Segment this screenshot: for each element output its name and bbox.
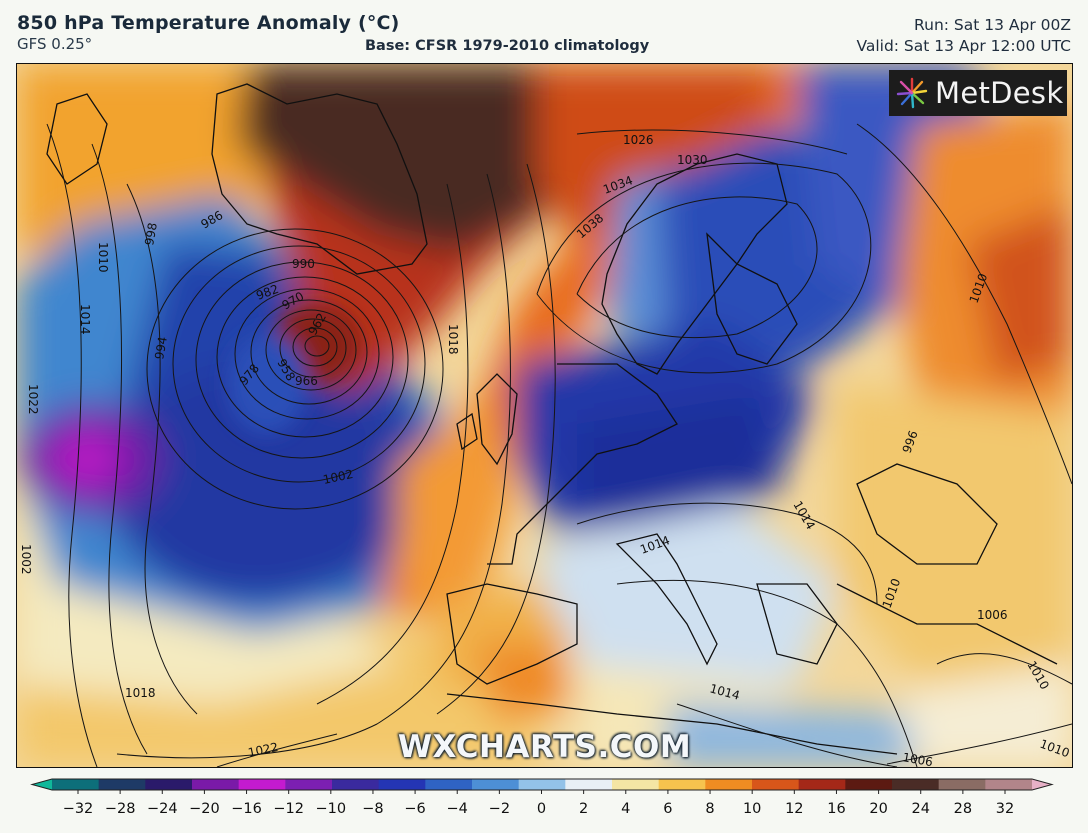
isobars xyxy=(46,123,1072,767)
colorbar-swatch xyxy=(985,779,1033,790)
colorbar-swatch xyxy=(192,779,240,790)
isobar-label: 998 xyxy=(142,222,160,247)
isobar-label: 1018 xyxy=(446,324,460,355)
colorbar-swatch xyxy=(472,779,520,790)
colorbar-swatches xyxy=(32,779,1052,790)
colorbar-swatch xyxy=(1032,779,1052,790)
anomaly-field xyxy=(17,64,1072,767)
colorbar-tick-label: 16 xyxy=(827,801,845,817)
colorbar-tick-label: −20 xyxy=(189,801,220,817)
colorbar-tick-label: −12 xyxy=(273,801,304,817)
greenland-coast xyxy=(211,83,428,275)
base-climatology-label: Base: CFSR 1979-2010 climatology xyxy=(365,38,650,54)
isobar-label: 994 xyxy=(152,336,170,361)
chart-title: 850 hPa Temperature Anomaly (°C) xyxy=(17,12,400,34)
colorbar-swatch xyxy=(285,779,333,790)
colorbar-swatch xyxy=(32,779,52,790)
isobar-label: 1006 xyxy=(901,750,934,767)
header-left: 850 hPa Temperature Anomaly (°C) GFS 0.2… xyxy=(17,12,400,53)
colorbar-swatch xyxy=(332,779,380,790)
colorbar-tick-label: −28 xyxy=(105,801,136,817)
colorbar-swatch xyxy=(98,779,146,790)
model-label: GFS 0.25° xyxy=(17,35,93,53)
turkey-coast xyxy=(836,583,1058,665)
isobar-label: 1010 xyxy=(96,242,110,273)
metdesk-logo: MetDesk xyxy=(889,70,1067,116)
britain-coast xyxy=(476,373,518,466)
colorbar-tick-label: 0 xyxy=(537,801,546,817)
isobar-label: 1006 xyxy=(977,608,1008,622)
balkans-coast xyxy=(756,583,838,665)
colorbar-tick-label: 2 xyxy=(579,801,588,817)
colorbar-swatch xyxy=(705,779,753,790)
colorbar-tick-label: −32 xyxy=(63,801,94,817)
colorbar-swatch xyxy=(238,779,286,790)
colorbar-swatch xyxy=(52,779,100,790)
colorbar-swatch xyxy=(565,779,613,790)
colorbar: −32 −28 −24 −20 −16 −12 −10 −8 −6 −4 −2 0 2 4 6 8 10 12 16… xyxy=(30,778,1054,817)
isobar-label: 1030 xyxy=(677,153,708,167)
italy-coast xyxy=(615,533,718,666)
colorbar-swatch xyxy=(425,779,473,790)
colorbar-outline xyxy=(30,778,1054,791)
colorbar-ticks: −32 −28 −24 −20 −16 −12 −10 −8 −6 −4 −2 0 2 4 6 8 10 12 16… xyxy=(63,790,1014,817)
valid-time-label: Valid: Sat 13 Apr 12:00 UTC xyxy=(856,37,1071,55)
finland-coast xyxy=(706,232,798,365)
isobar-label: 1018 xyxy=(125,686,156,700)
colorbar-swatch xyxy=(798,779,846,790)
isobar-label: 1022 xyxy=(26,384,40,415)
isobar-label: 1002 xyxy=(322,467,355,487)
metdesk-burst-icon xyxy=(896,77,928,109)
run-time-label: Run: Sat 13 Apr 00Z xyxy=(914,16,1071,34)
colorbar-tick-label: 12 xyxy=(785,801,803,817)
header-right: Run: Sat 13 Apr 00Z Valid: Sat 13 Apr 12… xyxy=(856,15,1071,57)
colorbar-swatch xyxy=(658,779,706,790)
black-sea-coast xyxy=(856,463,998,565)
isobar-label: 990 xyxy=(292,257,315,271)
colorbar-legend: −32 −28 −24 −20 −16 −12 −10 −8 −6 −4 −2 0 2 4 6 8 10 12 16… xyxy=(30,776,1056,826)
colorbar-swatch xyxy=(518,779,566,790)
baffin-coast xyxy=(46,93,108,185)
colorbar-tick-label: −2 xyxy=(489,801,510,817)
colorbar-swatch xyxy=(892,779,940,790)
anomaly-map: 1010 998 994 990 982 978 970 962 958 966… xyxy=(16,63,1073,768)
colorbar-tick-label: 28 xyxy=(954,801,972,817)
colorbar-tick-label: 8 xyxy=(705,801,714,817)
colorbar-tick-label: −16 xyxy=(231,801,262,817)
colorbar-tick-label: −6 xyxy=(404,801,425,817)
colorbar-tick-label: 4 xyxy=(621,801,630,817)
colorbar-tick-label: −8 xyxy=(362,801,383,817)
isobar-label: 1026 xyxy=(623,133,654,147)
colorbar-tick-label: 24 xyxy=(912,801,930,817)
colorbar-tick-label: −4 xyxy=(447,801,468,817)
isobar-label: 1014 xyxy=(78,304,92,335)
metdesk-logo-text: MetDesk xyxy=(935,76,1064,110)
isobar-label: 1022 xyxy=(247,740,280,760)
colorbar-swatch xyxy=(845,779,893,790)
isobar-label: 1002 xyxy=(19,544,33,575)
colorbar-swatch xyxy=(612,779,660,790)
colorbar-swatch xyxy=(145,779,193,790)
isobar-label: 966 xyxy=(295,374,318,388)
colorbar-tick-label: −10 xyxy=(316,801,347,817)
colorbar-tick-label: 20 xyxy=(869,801,887,817)
scandinavia-coast xyxy=(601,153,788,375)
colorbar-tick-label: 32 xyxy=(996,801,1014,817)
continent-north-coast xyxy=(487,363,678,565)
north-africa-coast xyxy=(446,693,898,755)
map-canvas: 1010 998 994 990 982 978 970 962 958 966… xyxy=(17,64,1072,767)
colorbar-swatch xyxy=(378,779,426,790)
colorbar-swatch xyxy=(938,779,986,790)
colorbar-swatch xyxy=(752,779,800,790)
iberia-coast xyxy=(446,583,578,685)
colorbar-tick-label: 10 xyxy=(743,801,761,817)
wxcharts-watermark: WXCHARTS.COM xyxy=(397,729,692,765)
colorbar-tick-label: −24 xyxy=(147,801,178,817)
colorbar-tick-label: 6 xyxy=(663,801,672,817)
